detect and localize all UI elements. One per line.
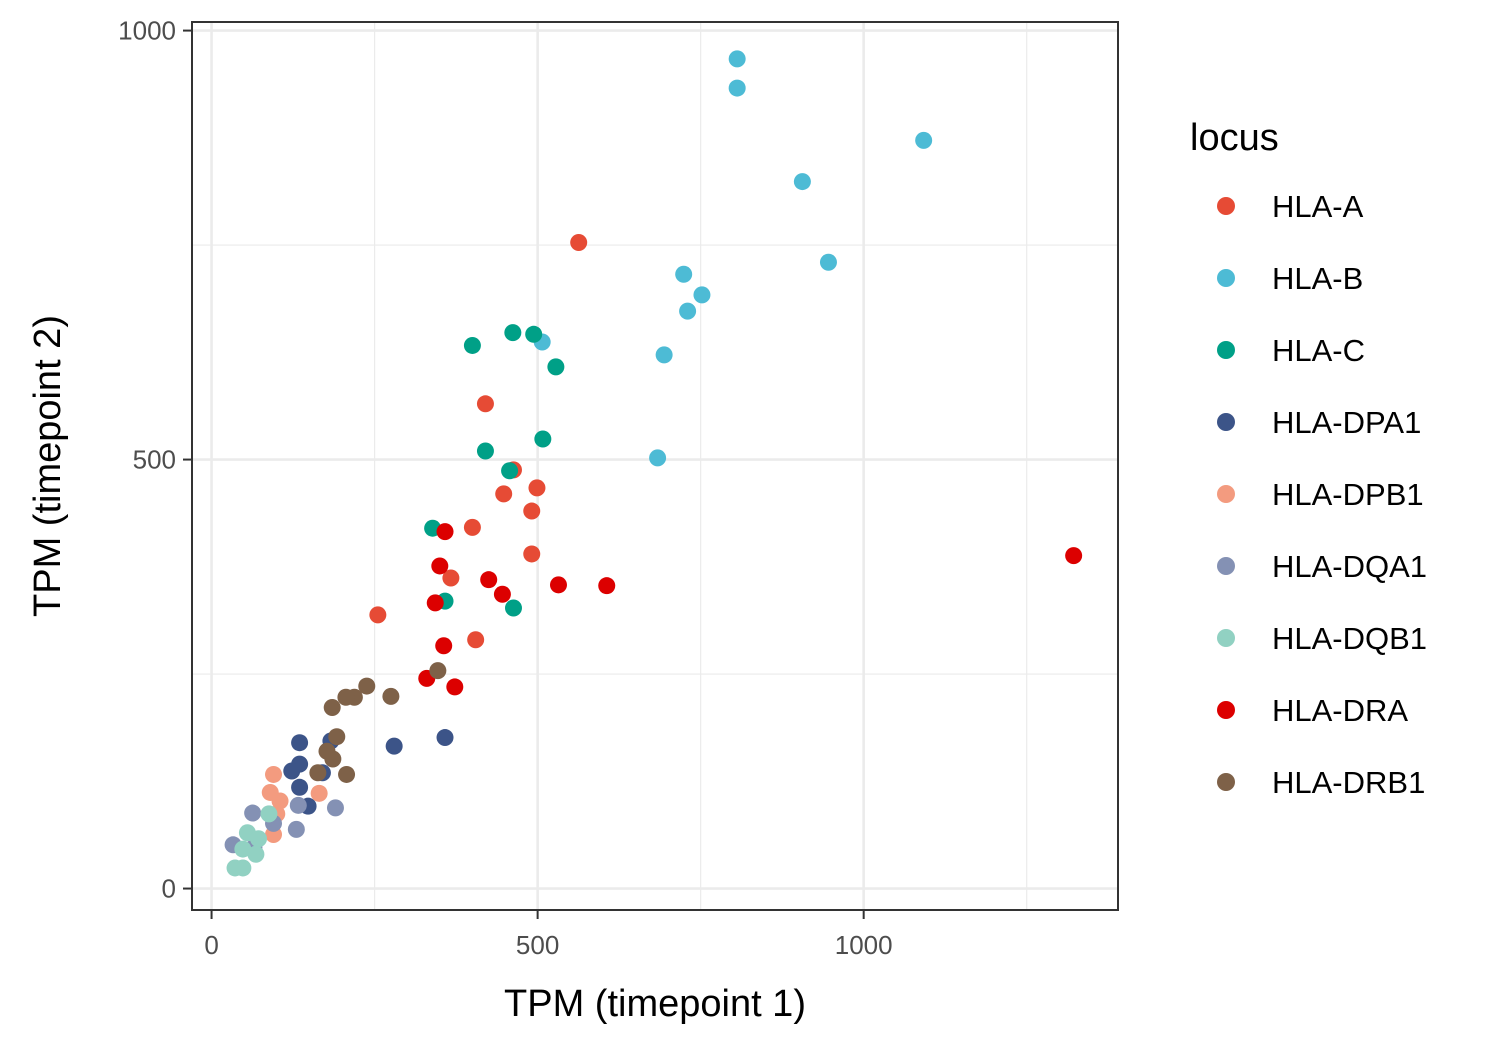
- data-point-hla-dqa1: [326, 799, 344, 817]
- data-point-hla-b: [679, 302, 697, 320]
- data-point-hla-dra: [435, 637, 453, 655]
- data-point-hla-dra: [446, 678, 464, 696]
- data-point-hla-b: [655, 346, 673, 364]
- legend-label-hla-a: HLA-A: [1272, 189, 1364, 224]
- data-point-hla-dpb1: [265, 765, 283, 783]
- data-point-hla-dqa1: [244, 804, 262, 822]
- legend-label-hla-b: HLA-B: [1272, 261, 1363, 296]
- data-point-hla-dra: [493, 585, 511, 603]
- legend: locus HLA-A HLA-B HLA-C HLA-DPA1 HLA-DPB1 HLA…: [1190, 117, 1427, 800]
- legend-key-hla-drb1: [1217, 773, 1235, 791]
- data-point-hla-drb1: [309, 764, 327, 782]
- x-axis-title: TPM (timepoint 1): [504, 983, 806, 1025]
- data-point-hla-dpb1: [271, 792, 289, 810]
- data-point-hla-dra: [1065, 547, 1083, 565]
- data-point-hla-c: [504, 324, 522, 342]
- y-tick-label: 0: [162, 874, 176, 904]
- data-point-hla-a: [528, 479, 546, 497]
- data-point-hla-c: [534, 430, 552, 448]
- grid-minor: [192, 22, 1118, 910]
- legend-label-hla-dra: HLA-DRA: [1272, 693, 1408, 728]
- x-tick-label: 0: [204, 930, 218, 960]
- data-point-hla-a: [570, 233, 588, 251]
- data-point-hla-b: [793, 173, 811, 191]
- data-point-hla-dra: [549, 576, 567, 594]
- data-point-hla-drb1: [324, 750, 342, 768]
- data-point-hla-c: [476, 442, 494, 460]
- data-point-hla-c: [501, 462, 519, 480]
- y-tick-label: 500: [133, 445, 176, 475]
- data-point-hla-dpa1: [291, 778, 309, 796]
- data-point-hla-a: [467, 631, 485, 649]
- y-tick-label: 1000: [118, 16, 176, 46]
- legend-label-hla-dqa1: HLA-DQA1: [1272, 549, 1427, 584]
- data-point-hla-a: [369, 606, 387, 624]
- data-point-hla-dqb1: [247, 845, 265, 863]
- data-point-hla-dqb1: [260, 805, 278, 823]
- data-point-hla-a: [442, 569, 460, 587]
- data-point-hla-dqb1: [234, 859, 252, 877]
- data-point-hla-dpb1: [310, 784, 328, 802]
- data-point-hla-dpa1: [283, 762, 301, 780]
- legend-key-hla-a: [1217, 197, 1235, 215]
- legend-label-hla-c: HLA-C: [1272, 333, 1365, 368]
- data-point-hla-dra: [598, 577, 616, 595]
- legend-key-hla-dpa1: [1217, 413, 1235, 431]
- data-point-hla-drb1: [338, 765, 356, 783]
- data-point-hla-dqa1: [287, 820, 305, 838]
- data-point-hla-a: [523, 502, 541, 520]
- data-point-hla-drb1: [382, 687, 400, 705]
- legend-key-hla-dra: [1217, 701, 1235, 719]
- x-tick-label: 1000: [835, 930, 893, 960]
- legend-title: locus: [1190, 117, 1279, 159]
- legend-key-hla-b: [1217, 269, 1235, 287]
- data-point-hla-b: [728, 79, 746, 97]
- data-point-hla-dra: [480, 571, 498, 589]
- data-point-hla-dra: [426, 594, 444, 612]
- plot-panel: [192, 22, 1118, 910]
- data-point-hla-dqb1: [234, 840, 252, 858]
- legend-key-hla-dqb1: [1217, 629, 1235, 647]
- data-point-hla-dpa1: [291, 734, 309, 752]
- data-point-hla-b: [693, 286, 711, 304]
- data-point-hla-drb1: [323, 699, 341, 717]
- data-point-hla-dpa1: [436, 729, 454, 747]
- plot-border: [191, 21, 1119, 911]
- data-point-hla-drb1: [328, 728, 346, 746]
- y-axis-title: TPM (timepoint 2): [27, 315, 69, 617]
- y-axis: 0 500 1000: [118, 16, 192, 904]
- data-point-hla-c: [547, 358, 565, 376]
- x-axis: 0 500 1000: [204, 910, 893, 960]
- legend-key-hla-c: [1217, 341, 1235, 359]
- data-point-hla-b: [728, 50, 746, 68]
- data-point-hla-drb1: [358, 677, 376, 695]
- data-point-hla-c: [463, 336, 481, 354]
- data-point-hla-b: [675, 265, 693, 283]
- data-point-hla-a: [476, 395, 494, 413]
- legend-label-hla-dqb1: HLA-DQB1: [1272, 621, 1427, 656]
- data-point-hla-b: [649, 449, 667, 467]
- data-point-hla-dqa1: [289, 796, 307, 814]
- legend-key-hla-dpb1: [1217, 485, 1235, 503]
- data-point-hla-dqb1: [250, 830, 268, 848]
- data-point-hla-a: [523, 545, 541, 563]
- x-tick-label: 500: [516, 930, 559, 960]
- data-point-hla-dpa1: [385, 737, 403, 755]
- legend-label-hla-drb1: HLA-DRB1: [1272, 765, 1425, 800]
- data-point-hla-drb1: [337, 688, 355, 706]
- data-point-hla-b: [915, 131, 933, 149]
- legend-label-hla-dpb1: HLA-DPB1: [1272, 477, 1424, 512]
- data-point-hla-c: [525, 325, 543, 343]
- data-points: [224, 50, 1083, 877]
- data-point-hla-dra: [436, 523, 454, 541]
- data-point-hla-c: [504, 599, 522, 617]
- data-point-hla-a: [495, 485, 513, 503]
- legend-label-hla-dpa1: HLA-DPA1: [1272, 405, 1421, 440]
- data-point-hla-dra: [431, 557, 449, 575]
- legend-key-hla-dqa1: [1217, 557, 1235, 575]
- data-point-hla-b: [819, 253, 837, 271]
- data-point-hla-a: [463, 518, 481, 536]
- data-point-hla-drb1: [429, 662, 447, 680]
